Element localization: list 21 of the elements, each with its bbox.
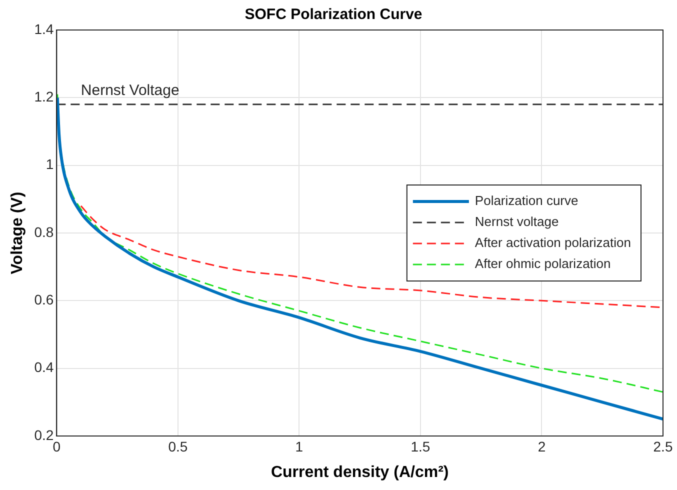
y-tick-label: 1.4 [34, 20, 54, 37]
x-tick-label: 1.5 [410, 438, 430, 454]
annotation: Nernst Voltage [80, 82, 180, 100]
chart-title: SOFC Polarization Curve [244, 6, 422, 24]
y-axis-title: Voltage (V) [9, 192, 26, 274]
x-tick-label: 2 [538, 438, 546, 454]
legend-label: Polarization curve [474, 193, 578, 208]
legend-label: Nernst voltage [474, 214, 559, 230]
y-tick-label: 1 [46, 156, 54, 172]
legend-label: After activation polarization [474, 235, 632, 250]
legend-label: After ohmic polarization [474, 256, 611, 272]
x-tick-label: 1 [295, 438, 304, 454]
y-tick-label: 0.6 [34, 292, 54, 308]
x-tick-label: 0 [52, 438, 61, 454]
y-tick-label: 0.2 [34, 426, 54, 443]
x-tick-label: 2.5 [653, 438, 673, 454]
x-axis-title: Current density (A/cm²) [270, 464, 449, 481]
x-tick-label: 0.5 [168, 438, 188, 454]
y-tick-label: 1.2 [34, 88, 54, 105]
y-tick-label: 0.4 [34, 359, 54, 376]
y-tick-label: 0.8 [34, 224, 54, 240]
